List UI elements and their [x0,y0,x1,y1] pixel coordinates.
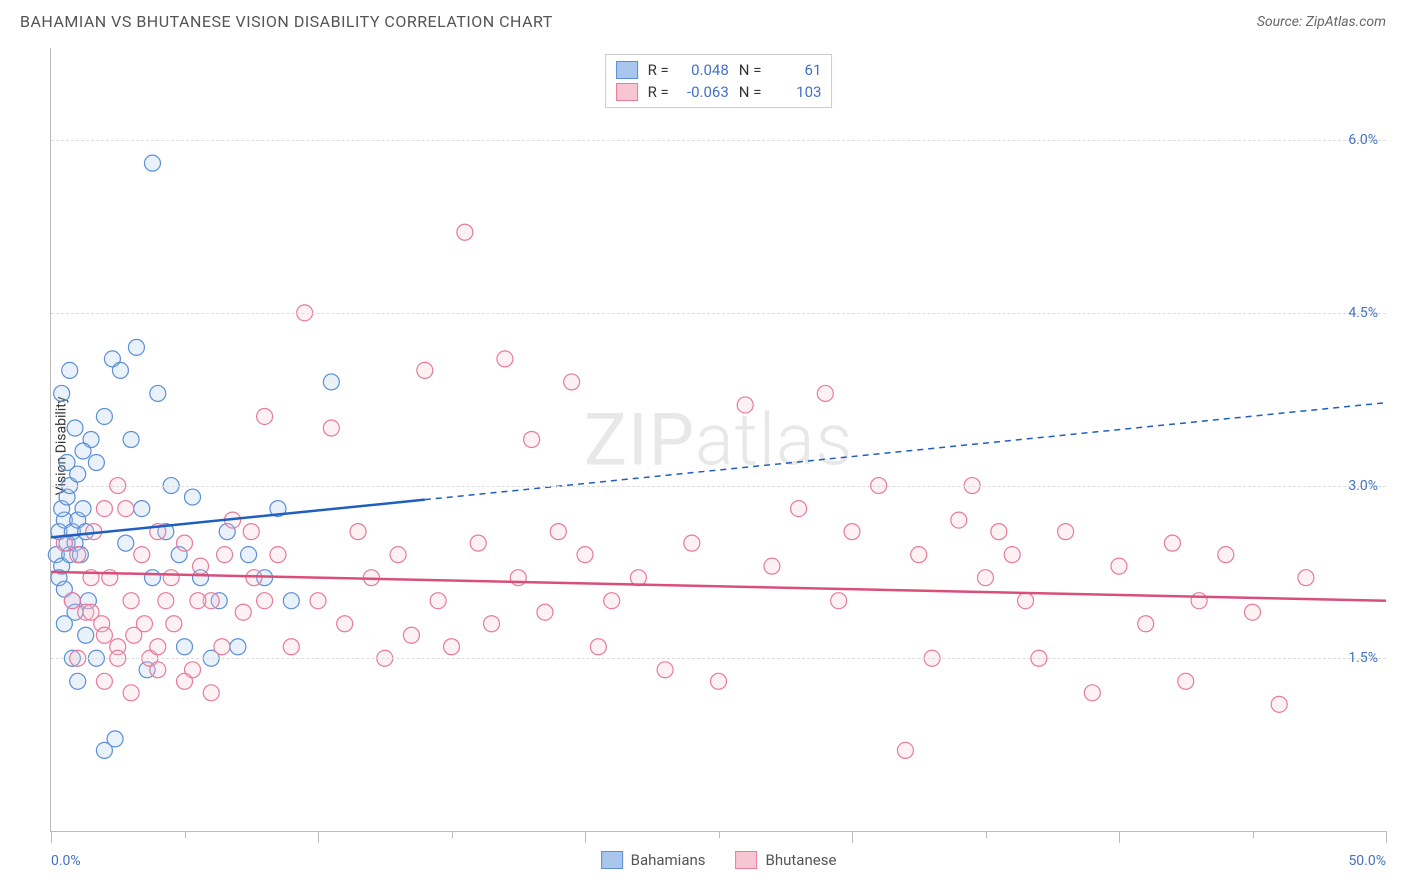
source-label: Source: ZipAtlas.com [1257,14,1386,30]
y-tick-label: 4.5% [1348,305,1378,321]
y-tick-label: 1.5% [1348,650,1378,666]
x-axis-max-label: 50.0% [1348,853,1386,869]
swatch-bhutanese-bottom [736,851,758,869]
n-value-bhutanese: 103 [771,83,821,101]
n-label: N = [739,83,762,101]
n-label: N = [739,61,762,79]
x-axis-min-label: 0.0% [51,853,81,869]
series-legend: Bahamians Bhutanese [601,851,837,869]
legend-item-bahamians: Bahamians [601,851,706,869]
swatch-bhutanese [616,83,638,101]
legend-label-bahamians: Bahamians [631,851,706,869]
legend-row-bahamians: R = 0.048 N = 61 [616,59,822,81]
swatch-bahamians-bottom [601,851,623,869]
legend-row-bhutanese: R = -0.063 N = 103 [616,81,822,103]
chart-plot-area: ZIPatlas R = 0.048 N = 61 R = -0.063 N =… [50,48,1386,832]
legend-label-bhutanese: Bhutanese [766,851,837,869]
n-value-bahamians: 61 [771,61,821,79]
chart-title: BAHAMIAN VS BHUTANESE VISION DISABILITY … [20,12,553,31]
y-tick-label: 6.0% [1348,132,1378,148]
legend-item-bhutanese: Bhutanese [736,851,837,869]
scatter-svg [51,48,1386,831]
r-label: R = [648,61,669,79]
y-tick-label: 3.0% [1348,478,1378,494]
r-value-bahamians: 0.048 [679,61,729,79]
r-label: R = [648,83,669,101]
swatch-bahamians [616,61,638,79]
correlation-legend: R = 0.048 N = 61 R = -0.063 N = 103 [605,54,833,108]
r-value-bhutanese: -0.063 [679,83,729,101]
